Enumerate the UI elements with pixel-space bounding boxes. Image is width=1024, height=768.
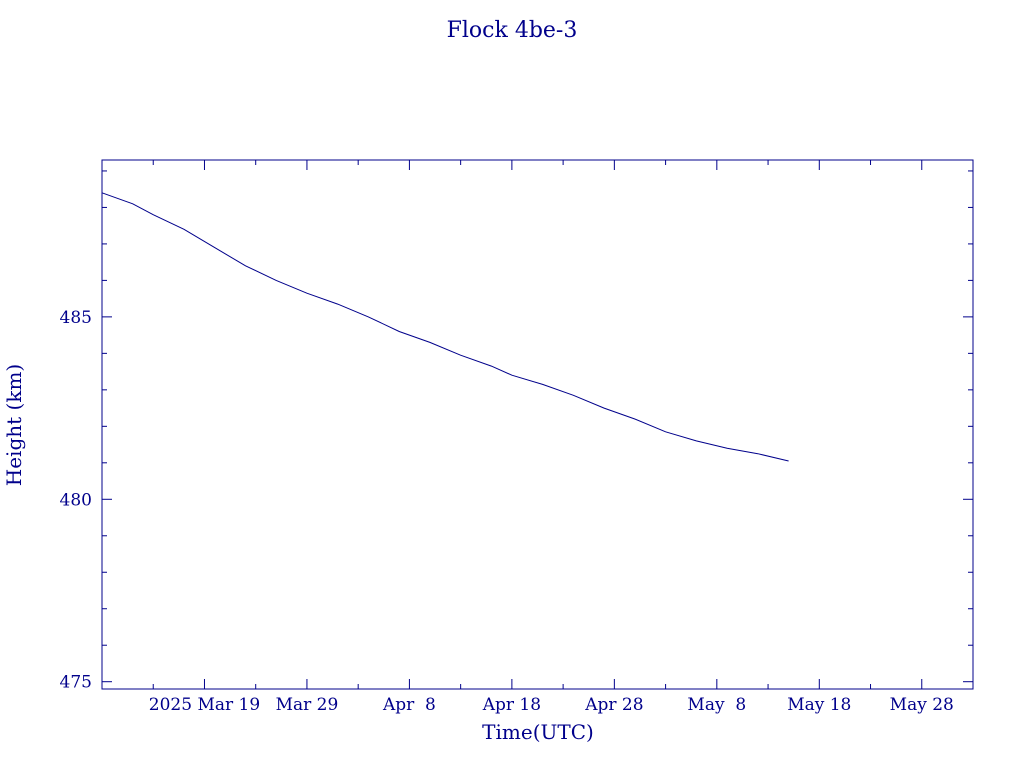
x-tick-label: Apr 8 xyxy=(382,695,436,715)
x-ticks xyxy=(101,160,974,689)
y-tick-label: 480 xyxy=(60,490,92,510)
y-tick-label: 485 xyxy=(60,308,92,328)
y-axis-label: Height (km) xyxy=(2,364,26,486)
x-tick-label: May 28 xyxy=(890,695,954,715)
y-tick-label: 475 xyxy=(60,673,92,693)
chart-title: Flock 4be-3 xyxy=(447,18,578,43)
x-tick-label: Mar 29 xyxy=(276,695,339,715)
x-axis-label: Time(UTC) xyxy=(482,720,594,744)
y-ticks xyxy=(102,170,973,683)
plot-frame xyxy=(101,159,974,690)
x-tick-labels: 2025 Mar 19 Mar 29 Apr 8 Apr 18 Apr 28 May 8 M… xyxy=(149,695,954,715)
series-line xyxy=(101,192,789,462)
x-tick-label: 2025 Mar 19 xyxy=(149,695,260,715)
x-tick-label: May 8 xyxy=(687,695,746,715)
x-tick-label: May 18 xyxy=(787,695,851,715)
x-tick-label: Apr 18 xyxy=(482,695,541,715)
y-tick-labels: 475 480 485 xyxy=(60,308,92,693)
x-tick-label: Apr 28 xyxy=(584,695,643,715)
